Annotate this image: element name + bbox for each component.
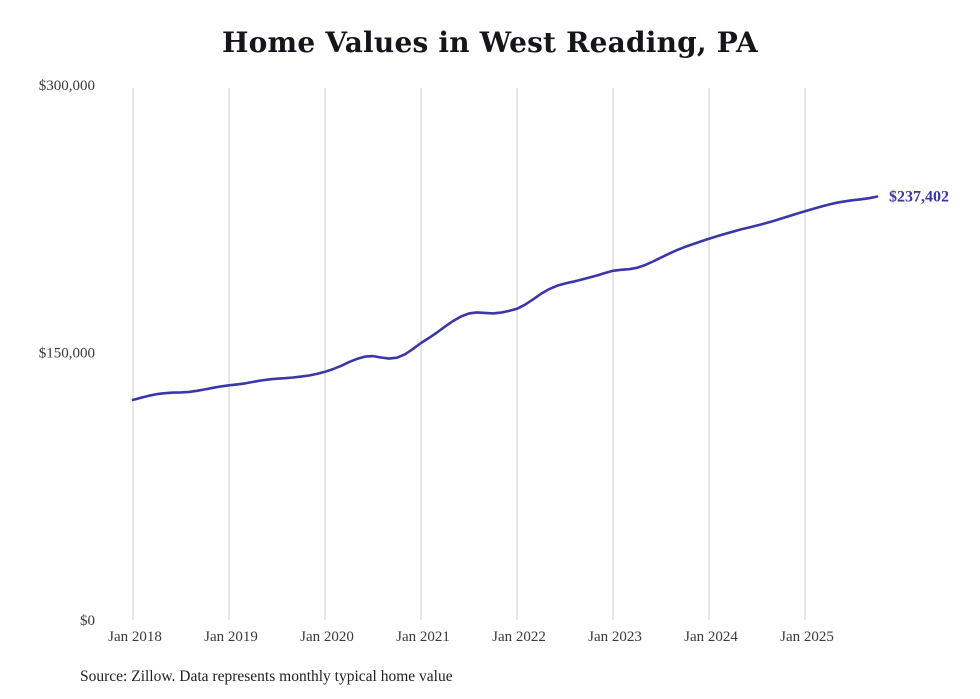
x-tick-label: Jan 2021: [396, 629, 450, 645]
end-value-label: $237,402: [889, 189, 949, 206]
value-line: [131, 195, 879, 402]
x-tick-label: Jan 2018: [108, 629, 162, 645]
x-tick-label: Jan 2024: [684, 629, 738, 645]
x-tick-label: Jan 2023: [588, 629, 642, 645]
source-note: Source: Zillow. Data represents monthly …: [80, 668, 453, 685]
x-tick-label: Jan 2025: [780, 629, 834, 645]
chart-title: Home Values in West Reading, PA: [222, 26, 758, 59]
x-tick-label: Jan 2019: [204, 629, 258, 645]
x-tick-label: Jan 2020: [300, 629, 354, 645]
y-tick-label: $300,000: [39, 78, 95, 94]
y-tick-label: $0: [80, 613, 95, 629]
x-tick-label: Jan 2022: [492, 629, 546, 645]
y-tick-label: $150,000: [39, 346, 95, 362]
